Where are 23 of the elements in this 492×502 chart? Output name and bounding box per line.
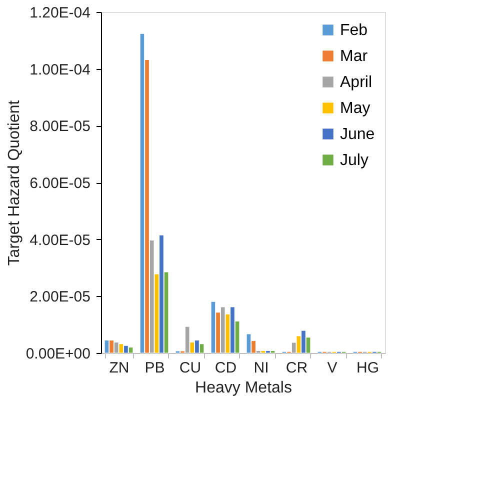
y-tick-label: 1.20E-04 xyxy=(30,4,90,22)
legend-label: May xyxy=(340,100,370,117)
x-tick-label: ZN xyxy=(109,360,130,376)
y-tick-label: 8.00E-05 xyxy=(30,118,90,136)
legend-label: July xyxy=(340,152,368,169)
x-tick-label: CR xyxy=(286,360,308,376)
legend-label: Mar xyxy=(340,48,368,65)
x-tick-label: NI xyxy=(254,360,269,376)
y-tick-label: 0.00E+00 xyxy=(26,346,90,362)
y-tick-label: 4.00E-05 xyxy=(30,232,90,249)
y-axis-title: Target Hazard Quotient xyxy=(6,100,23,266)
y-tick-label: 2.00E-05 xyxy=(30,288,90,306)
x-axis-title: Heavy Metals xyxy=(195,380,292,396)
x-tick-label: V xyxy=(327,360,338,376)
x-tick-label: HG xyxy=(356,360,379,376)
y-tick-label: 6.00E-05 xyxy=(30,175,90,192)
x-tick-label: PB xyxy=(144,360,165,376)
y-tick-label: 1.00E-04 xyxy=(30,61,90,78)
legend-label: April xyxy=(340,74,372,91)
x-tick-label: CU xyxy=(179,360,202,376)
legend-label: June xyxy=(340,126,375,143)
legend-label: Feb xyxy=(340,22,368,39)
x-tick-label: CD xyxy=(214,360,237,376)
